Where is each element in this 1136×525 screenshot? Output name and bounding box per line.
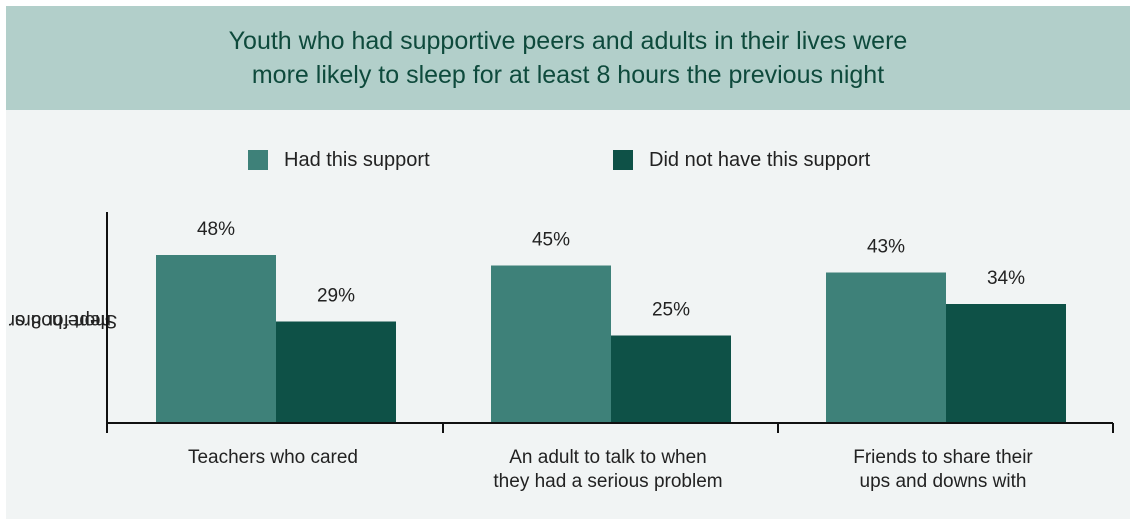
bar-had-support-0 [156,255,276,423]
legend: Had this support Did not have this suppo… [0,146,1124,174]
legend-label-no-support: Did not have this support [649,148,871,171]
category-label-teachers-line-1: Teachers who cared [187,447,359,468]
legend-item-had-support: Had this support [248,146,430,174]
chart-title-line-2: more likely to sleep for at least 8 hour… [251,61,885,89]
category-label-friends: Friends to share their ups and downs wit… [793,446,1093,494]
category-label-friends-line-2: ups and downs with [859,471,1027,492]
data-label-no-support-0: 29% [317,286,355,307]
chart-panel: Youth who had supportive peers and adult… [6,6,1130,519]
legend-item-no-support: Did not have this support [613,146,870,174]
category-label-friends-line-1: Friends to share their [853,447,1033,468]
data-label-no-support-1: 25% [652,300,690,321]
bar-no-support-1 [611,335,731,423]
data-label-no-support-2: 34% [987,268,1025,289]
bar-had-support-2 [826,272,946,423]
legend-label-had-support: Had this support [284,148,430,171]
legend-swatch-had-support [248,150,268,170]
bar-no-support-0 [276,321,396,423]
bar-no-support-2 [946,304,1066,423]
legend-swatch-no-support [613,150,633,170]
chart-header: Youth who had supportive peers and adult… [6,6,1130,110]
data-label-had-support-1: 45% [532,230,570,251]
category-label-adult: An adult to talk to when they had a seri… [458,446,758,494]
category-label-adult-line-1: An adult to talk to when [509,447,707,468]
data-label-had-support-2: 43% [867,237,905,258]
chart-title-line-1: Youth who had supportive peers and adult… [228,27,908,55]
category-label-teachers: Teachers who cared [123,446,423,470]
category-label-adult-line-2: they had a serious problem [493,471,723,492]
bar-had-support-1 [491,265,611,423]
data-label-had-support-0: 48% [197,219,235,240]
